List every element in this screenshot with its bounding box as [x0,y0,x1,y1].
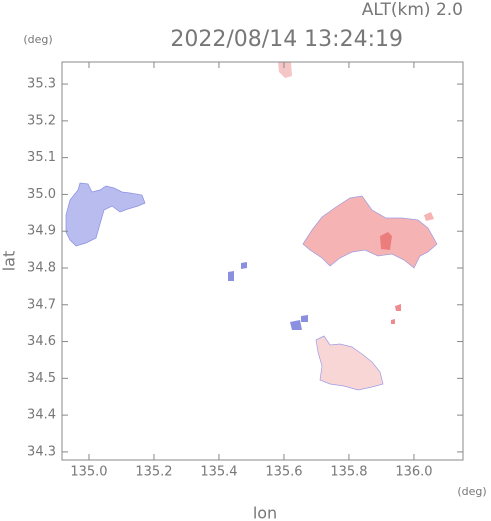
echo-pink-top [278,62,292,78]
echo-blue-dots [228,262,308,330]
y-tick-label: 34.3 [27,444,56,459]
y-tick-label: 34.8 [27,260,56,275]
y-unit: (deg) [23,33,52,46]
y-tick-label: 35.1 [27,150,56,165]
y-tick-label: 35.0 [27,187,56,202]
x-tick-label: 135.4 [200,465,237,480]
y-axis-label: lat [0,251,19,272]
x-unit: (deg) [457,485,486,498]
x-tick-label: 136.0 [395,465,432,480]
x-tick-label: 135.8 [330,465,367,480]
echo-red-dots [391,304,401,324]
y-tick-label: 35.2 [27,113,56,128]
plot-frame [61,61,464,461]
x-tick-label: 135.2 [135,465,172,480]
y-tick-label: 34.6 [27,334,56,349]
y-tick-label: 35.3 [27,77,56,92]
y-tick-label: 34.7 [27,297,56,312]
x-tick-label: 135.6 [265,465,302,480]
x-axis-label: lon [253,504,277,521]
y-tick-label: 34.9 [27,224,56,239]
altitude-annotation: ALT(km) 2.0 [362,0,463,20]
x-tick-label: 135.0 [70,465,107,480]
echo-blue [65,182,146,247]
y-tick-label: 34.4 [27,408,56,423]
echo-red-core [380,232,392,250]
echo-areas [65,62,438,391]
echo-pink [315,335,384,391]
echo-red-small [424,212,434,221]
chart-title: 2022/08/14 13:24:19 [170,27,403,52]
y-tick-label: 34.5 [27,371,56,386]
echo-red [302,195,438,269]
